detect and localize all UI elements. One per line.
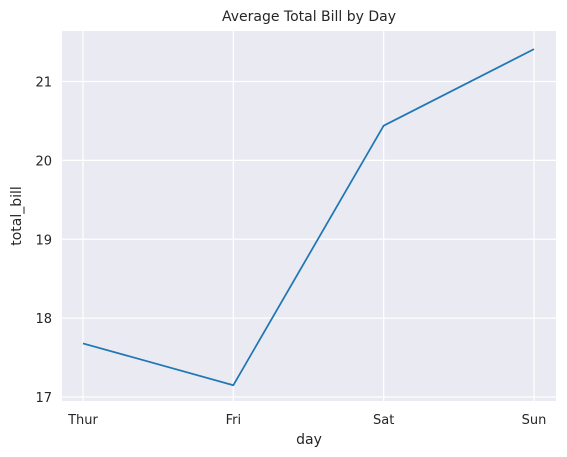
x-axis-label: day	[296, 432, 322, 448]
y-tick-label: 18	[35, 312, 52, 327]
y-tick-label: 17	[35, 391, 52, 406]
x-tick-label: Fri	[226, 413, 242, 428]
y-tick-labels: 17 18 19 20 21	[35, 75, 52, 406]
plot-area	[62, 31, 556, 401]
series-layer	[82, 48, 535, 387]
y-tick-label: 19	[35, 233, 52, 248]
grid	[62, 31, 556, 401]
x-tick-label: Thur	[67, 413, 98, 428]
y-tick-label: 20	[35, 154, 52, 169]
y-tick-label: 21	[35, 75, 52, 90]
y-axis-label: total_bill	[9, 186, 25, 246]
chart-title: Average Total Bill by Day	[222, 9, 396, 25]
x-tick-label: Sat	[373, 413, 394, 428]
x-tick-label: Sun	[522, 413, 547, 428]
series-line	[82, 48, 535, 387]
x-tick-labels: Thur Fri Sat Sun	[67, 413, 546, 428]
